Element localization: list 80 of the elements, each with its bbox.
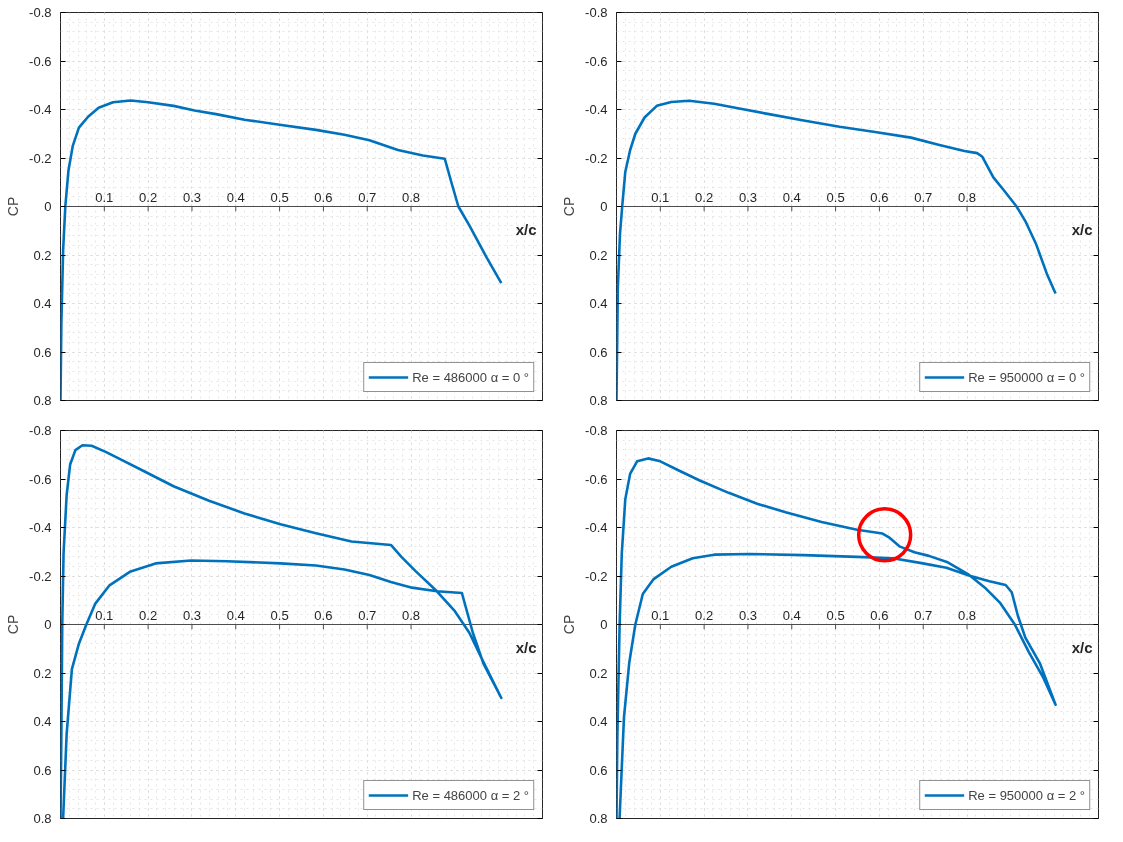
y-tick-label: 0.4 xyxy=(589,714,608,729)
x-tick-label: 0.6 xyxy=(314,189,333,205)
x-tick-label: 0.1 xyxy=(651,189,670,205)
x-tick-label: 0.2 xyxy=(695,189,714,205)
y-tick-label: 0.4 xyxy=(33,296,52,311)
y-tick-label: 0.6 xyxy=(33,762,52,778)
y-tick-label: 0.6 xyxy=(589,762,608,778)
legend-label: Re = 950000 α = 2 ° xyxy=(968,787,1085,803)
y-tick-label: -0.4 xyxy=(585,102,608,117)
x-tick-label: 0.8 xyxy=(958,607,977,623)
y-axis-title: CP xyxy=(5,196,22,217)
x-tick-label: 0.2 xyxy=(139,607,158,623)
y-tick-label: 0 xyxy=(44,199,52,214)
x-axis-title: x/c xyxy=(515,638,537,656)
y-tick-label: -0.2 xyxy=(585,150,608,166)
x-tick-label: 0.4 xyxy=(782,607,801,623)
y-tick-label: -0.2 xyxy=(585,568,608,584)
y-tick-label: -0.6 xyxy=(585,53,608,69)
y-tick-label: -0.6 xyxy=(29,471,52,487)
x-tick-label: 0.7 xyxy=(358,607,377,623)
y-tick-label: 0.2 xyxy=(33,665,52,681)
y-tick-label: -0.4 xyxy=(585,520,608,535)
x-tick-label: 0.3 xyxy=(738,607,757,623)
legend-label: Re = 486000 α = 2 ° xyxy=(412,787,529,803)
y-axis-title: CP xyxy=(5,614,22,635)
y-tick-label: -0.2 xyxy=(29,568,52,584)
y-axis-title: CP xyxy=(561,196,578,217)
x-axis-title: x/c xyxy=(1071,638,1093,656)
y-tick-label: 0 xyxy=(44,617,52,632)
y-tick-label: -0.4 xyxy=(29,520,52,535)
y-tick-label: -0.8 xyxy=(585,423,608,438)
y-tick-label: 0.8 xyxy=(589,811,608,826)
y-tick-label: 0.4 xyxy=(33,714,52,729)
y-tick-label: 0 xyxy=(600,617,608,632)
x-tick-label: 0.5 xyxy=(826,189,845,205)
x-tick-label: 0.3 xyxy=(182,189,201,205)
y-tick-label: 0.2 xyxy=(589,665,608,681)
x-axis-title: x/c xyxy=(1071,220,1093,238)
x-tick-label: 0.4 xyxy=(226,189,245,205)
x-tick-label: 0.6 xyxy=(870,189,889,205)
y-tick-label: -0.8 xyxy=(29,423,52,438)
x-tick-label: 0.5 xyxy=(270,607,289,623)
x-tick-label: 0.5 xyxy=(826,607,845,623)
y-tick-label: -0.6 xyxy=(29,53,52,69)
y-tick-label: 0.8 xyxy=(33,393,52,408)
x-tick-label: 0.6 xyxy=(314,607,333,623)
y-tick-label: -0.2 xyxy=(29,150,52,166)
x-tick-label: 0.8 xyxy=(958,189,977,205)
y-tick-label: 0.6 xyxy=(33,344,52,360)
x-tick-label: 0.8 xyxy=(402,607,421,623)
x-tick-label: 0.4 xyxy=(782,189,801,205)
y-tick-label: 0 xyxy=(600,199,608,214)
y-axis-title: CP xyxy=(561,614,578,635)
x-tick-label: 0.2 xyxy=(695,607,714,623)
y-tick-label: 0.8 xyxy=(33,811,52,826)
x-tick-label: 0.7 xyxy=(914,607,933,623)
x-tick-label: 0.1 xyxy=(651,607,670,623)
y-tick-label: 0.8 xyxy=(589,393,608,408)
x-tick-label: 0.5 xyxy=(270,189,289,205)
legend-label: Re = 950000 α = 0 ° xyxy=(968,369,1085,385)
y-tick-label: 0.2 xyxy=(589,247,608,263)
x-tick-label: 0.3 xyxy=(182,607,201,623)
x-tick-label: 0.8 xyxy=(402,189,421,205)
y-tick-label: -0.8 xyxy=(29,5,52,20)
x-tick-label: 0.7 xyxy=(914,189,933,205)
x-tick-label: 0.2 xyxy=(139,189,158,205)
x-tick-label: 0.4 xyxy=(226,607,245,623)
x-tick-label: 0.7 xyxy=(358,189,377,205)
y-tick-label: 0.4 xyxy=(589,296,608,311)
x-axis-title: x/c xyxy=(515,220,537,238)
y-tick-label: 0.2 xyxy=(33,247,52,263)
x-tick-label: 0.1 xyxy=(95,189,114,205)
y-tick-label: -0.4 xyxy=(29,102,52,117)
x-tick-label: 0.3 xyxy=(738,189,757,205)
y-tick-label: 0.6 xyxy=(589,344,608,360)
y-tick-label: -0.8 xyxy=(585,5,608,20)
x-tick-label: 0.1 xyxy=(95,607,114,623)
x-tick-label: 0.6 xyxy=(870,607,889,623)
legend-label: Re = 486000 α = 0 ° xyxy=(412,369,529,385)
y-tick-label: -0.6 xyxy=(585,471,608,487)
